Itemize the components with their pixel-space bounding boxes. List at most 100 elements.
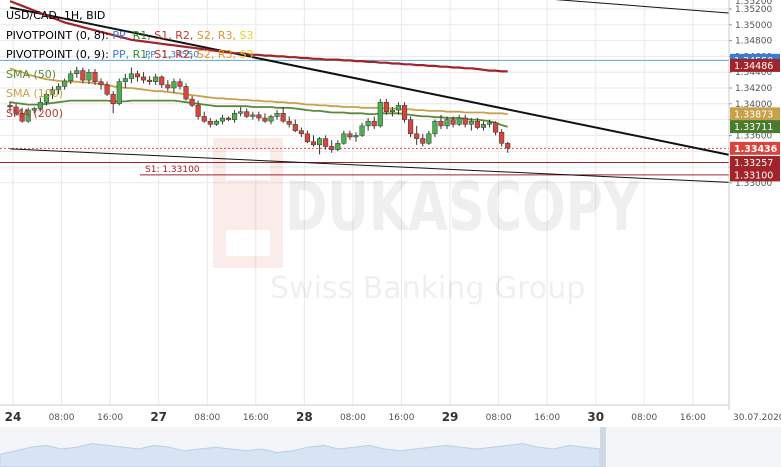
candle[interactable] [383,99,389,115]
candle[interactable] [165,80,171,92]
candle[interactable] [49,86,56,100]
candle[interactable] [268,114,274,125]
candle[interactable] [238,106,244,117]
price-tag-label: 1.33100 [734,170,773,181]
candle[interactable] [19,107,25,123]
candle[interactable] [110,91,116,114]
candle[interactable] [128,67,134,84]
candle[interactable] [432,119,438,137]
candle[interactable] [298,127,304,137]
candle[interactable] [98,78,104,90]
candle[interactable] [134,70,141,82]
price-tag: 1.33436 [730,141,780,155]
candle[interactable] [426,130,432,145]
price-tick-label: 1.33000 [735,179,772,189]
candle[interactable] [359,122,365,137]
candle[interactable] [207,118,213,128]
candle[interactable] [438,114,444,130]
candle[interactable] [335,140,341,152]
candle[interactable] [171,78,177,93]
candle[interactable] [292,119,298,133]
candle[interactable] [213,119,219,126]
candle[interactable] [420,133,426,147]
candle-body [371,120,377,127]
candle[interactable] [13,103,19,116]
candle[interactable] [304,130,310,144]
candle[interactable] [262,113,268,123]
candle[interactable] [389,106,395,117]
candle[interactable] [402,102,408,123]
candle[interactable] [159,75,165,88]
candle[interactable] [377,99,383,128]
candle[interactable] [274,110,280,120]
candle[interactable] [225,116,232,122]
candle[interactable] [480,121,487,131]
candle[interactable] [56,83,62,95]
legend-sma-100: SMA (100) [6,87,64,101]
candle[interactable] [310,135,317,147]
candle-body [165,84,171,89]
candle[interactable] [280,106,286,123]
candle[interactable] [62,78,68,90]
candle[interactable] [122,73,128,88]
candle[interactable] [189,95,195,107]
candle[interactable] [468,118,474,131]
candle[interactable] [68,70,74,85]
candle-body [414,133,420,139]
candle[interactable] [317,136,323,155]
candle-body [201,116,207,122]
legend-sma-200: SMA (200) [6,106,64,120]
candle[interactable] [365,118,371,131]
candle[interactable] [232,110,238,123]
navigator-handle[interactable] [600,427,606,467]
candle[interactable] [80,67,86,84]
candle[interactable] [31,106,37,114]
candle[interactable] [92,69,98,85]
candle[interactable] [195,100,201,120]
candle[interactable] [153,73,159,85]
candle[interactable] [462,114,468,128]
candle[interactable] [329,140,335,153]
candle[interactable] [201,111,207,123]
candle[interactable] [414,125,420,145]
candle[interactable] [104,81,110,96]
candle[interactable] [493,121,499,136]
candle[interactable] [444,116,450,130]
candle[interactable] [450,116,456,128]
candle[interactable] [37,97,43,112]
candle[interactable] [341,130,347,145]
candle[interactable] [74,66,80,78]
candle[interactable] [25,107,31,123]
candle[interactable] [371,116,377,130]
candle-body [347,133,353,138]
pivot-r1: R1, [132,48,151,62]
candle[interactable] [499,129,505,147]
candle[interactable] [347,130,353,141]
candle[interactable] [177,78,183,90]
candle[interactable] [286,116,292,128]
candle-body [189,98,195,106]
candle[interactable] [183,83,189,101]
candle[interactable] [219,114,225,125]
candle[interactable] [43,91,49,106]
candle[interactable] [147,76,153,85]
candle[interactable] [505,141,511,153]
candle[interactable] [116,78,122,106]
candle[interactable] [140,72,147,84]
price-tick-label: 1.35200 [735,0,772,7]
candle[interactable] [323,135,329,150]
candle[interactable] [353,132,359,142]
candle-body [116,81,122,105]
time-tick-label: 16:00 [243,413,269,423]
candle[interactable] [86,69,92,85]
candle[interactable] [474,118,480,130]
candle[interactable] [244,108,250,119]
candle[interactable] [408,116,414,137]
candle[interactable] [456,114,462,126]
candle[interactable] [7,101,13,112]
candle[interactable] [486,119,493,128]
candle[interactable] [395,102,402,115]
candle[interactable] [256,111,262,122]
candle[interactable] [250,111,256,120]
